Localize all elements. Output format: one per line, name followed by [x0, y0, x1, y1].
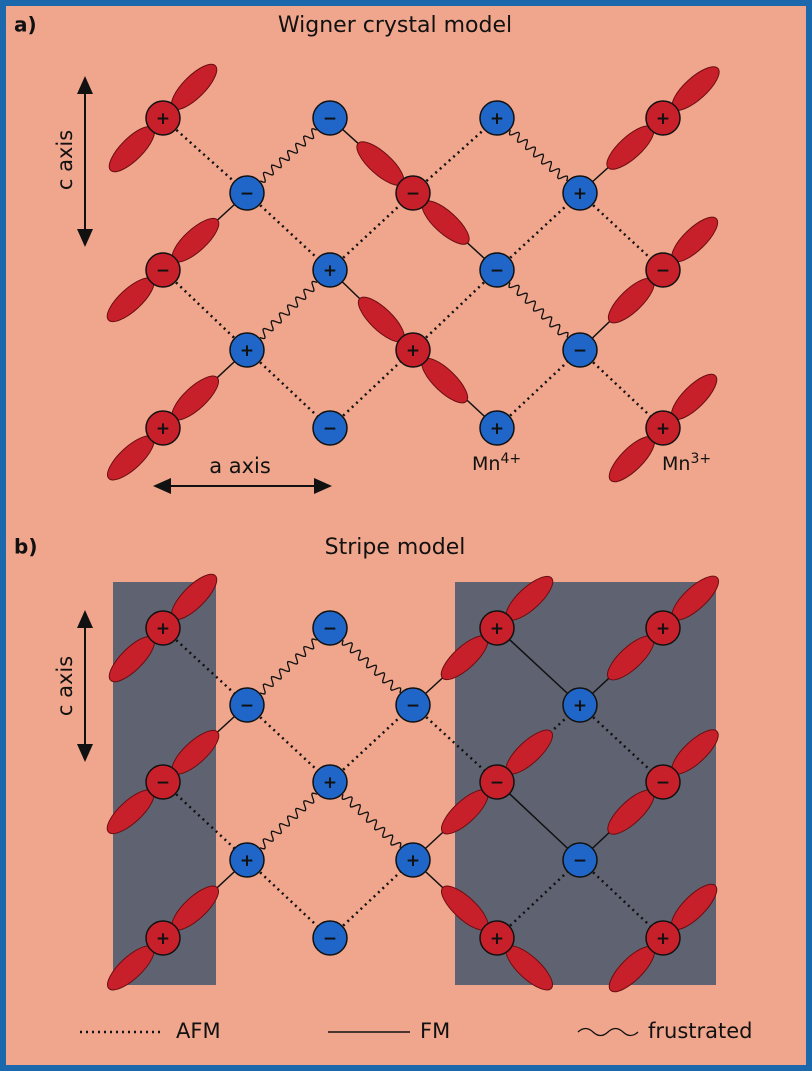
legend-label: FM [420, 1019, 450, 1043]
ion-sign: − [240, 696, 254, 716]
ion-sign: + [323, 773, 337, 793]
ion-sign: + [656, 109, 670, 129]
ion-sign: + [156, 929, 170, 949]
ion-sign: + [240, 341, 254, 361]
c-axis-label: c axis [53, 656, 77, 716]
ion-sign: − [156, 773, 170, 793]
ion-sign: − [573, 851, 587, 871]
ion-charge: 3+ [690, 451, 711, 467]
ion-sign: + [323, 261, 337, 281]
panel-label: b) [14, 535, 37, 559]
ion-sign: − [490, 261, 504, 281]
ion-charge: 4+ [500, 451, 521, 467]
ion-sign: − [656, 261, 670, 281]
ion-sign: + [406, 341, 420, 361]
figure: a) Wigner crystal model b) Stripe model … [0, 0, 812, 1071]
ion-sign: + [573, 696, 587, 716]
panel-label: a) [14, 13, 37, 37]
ion-sign: − [573, 341, 587, 361]
ion-sign: + [490, 109, 504, 129]
ion-sign: + [656, 419, 670, 439]
ion-sign: − [406, 696, 420, 716]
ion-sign: + [656, 929, 670, 949]
ion-sign: + [490, 619, 504, 639]
ion-text: Mn [472, 453, 500, 475]
ion-sign: − [490, 773, 504, 793]
legend-label: AFM [176, 1019, 221, 1043]
ion-sign: + [573, 184, 587, 204]
ion-text: Mn [662, 453, 690, 475]
ion-sign: − [406, 184, 420, 204]
a-axis-label: a axis [209, 454, 271, 478]
ion-sign: − [656, 773, 670, 793]
ion-sign: + [156, 619, 170, 639]
ion-sign: + [490, 419, 504, 439]
legend-label: frustrated [648, 1019, 753, 1043]
ion-sign: − [240, 184, 254, 204]
ion-sign: + [156, 419, 170, 439]
c-axis-label: c axis [53, 130, 77, 190]
panel-title: Stripe model [325, 535, 466, 560]
ion-sign: + [490, 929, 504, 949]
ion-sign: − [156, 261, 170, 281]
ion-sign: − [323, 619, 337, 639]
ion-sign: + [656, 619, 670, 639]
ion-sign: + [240, 851, 254, 871]
ion-sign: − [323, 929, 337, 949]
ion-sign: − [323, 419, 337, 439]
page: {"panels": [ {"label": "a)", "title": "W… [0, 0, 812, 1071]
ion-sign: + [406, 851, 420, 871]
ion-sign: − [323, 109, 337, 129]
panel-title: Wigner crystal model [278, 13, 512, 38]
ion-sign: + [156, 109, 170, 129]
